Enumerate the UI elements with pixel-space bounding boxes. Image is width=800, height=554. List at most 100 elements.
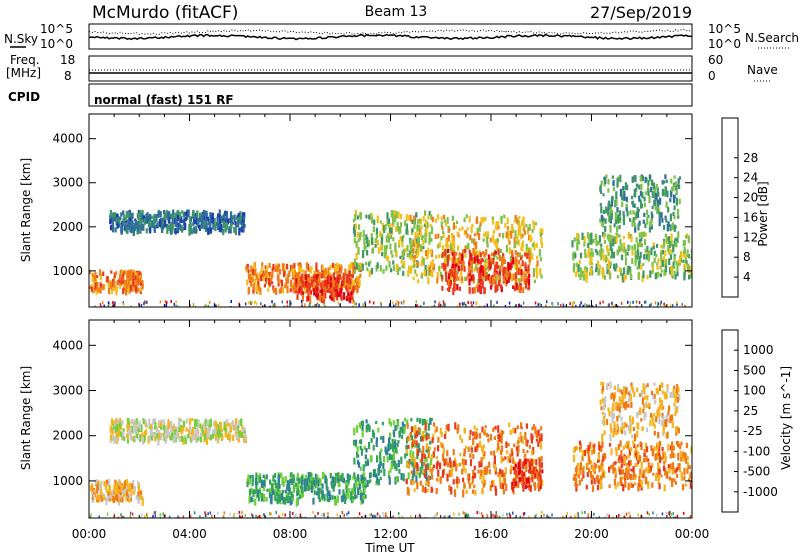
echo-cell (207, 218, 210, 226)
echo-cell (534, 222, 538, 226)
echo-cell (282, 270, 286, 278)
echo-cell (623, 454, 626, 459)
noise-sky-trace (88, 33, 693, 41)
echo-cell (671, 421, 674, 428)
echo-cell (151, 435, 154, 441)
echo-cell (659, 403, 662, 409)
echo-cell (157, 430, 160, 434)
echo-cell (587, 449, 590, 458)
echo-cell (107, 304, 109, 307)
echo-cell (645, 254, 648, 260)
echo-cell (665, 419, 668, 427)
echo-cell (655, 473, 658, 481)
echo-cell (495, 222, 498, 231)
echo-cell (398, 240, 401, 246)
echo-cell (336, 297, 339, 301)
echo-cell (470, 301, 472, 305)
echo-cell (614, 212, 617, 220)
echo-cell (506, 274, 509, 282)
echo-cell (653, 430, 656, 436)
echo-cell (498, 280, 501, 287)
echo-cell (146, 214, 149, 221)
echo-cell (284, 513, 286, 517)
echo-cell (619, 468, 622, 475)
echo-cell (422, 469, 425, 474)
echo-cell (673, 394, 676, 398)
echo-cell (645, 455, 648, 463)
echo-cell (496, 265, 500, 269)
echo-cell (101, 495, 104, 499)
echo-cell (653, 413, 656, 417)
echo-cell (370, 233, 373, 240)
echo-cell (415, 300, 417, 304)
echo-cell (647, 462, 650, 468)
echo-cell (410, 479, 413, 485)
echo-cell (495, 244, 499, 250)
echo-cell (227, 433, 230, 440)
echo-cell (671, 441, 674, 448)
echo-cell (361, 430, 364, 438)
echo-cell (194, 429, 197, 435)
echo-cell (640, 389, 643, 398)
echo-cell (280, 472, 283, 478)
echo-cell (473, 233, 476, 237)
noise-search-trace (88, 28, 693, 36)
echo-cell (353, 300, 355, 304)
echo-cell (673, 453, 676, 458)
echo-cell (668, 512, 671, 516)
echo-cell (315, 476, 318, 485)
echo-cell (619, 476, 622, 484)
echo-cell (654, 272, 657, 280)
echo-cell (468, 286, 471, 294)
echo-cell (638, 256, 641, 264)
echo-cell (150, 215, 153, 219)
echo-cell (467, 473, 470, 480)
echo-cell (145, 217, 148, 224)
echo-cell (581, 467, 584, 475)
echo-cell (269, 493, 272, 499)
echo-cell (453, 241, 456, 249)
echo-cell (496, 238, 499, 242)
echo-cell (595, 239, 598, 247)
echo-cell (538, 459, 541, 467)
echo-cell (249, 475, 252, 479)
echo-cell (524, 431, 527, 440)
echo-cell (109, 284, 112, 289)
echo-cell (249, 273, 252, 281)
echo-cell (255, 284, 258, 292)
echo-cell (676, 302, 678, 306)
echo-cell (584, 254, 587, 258)
echo-cell (214, 223, 217, 232)
echo-cell (672, 244, 675, 252)
echo-cell (324, 276, 327, 282)
echo-cell (353, 279, 356, 285)
echo-cell (371, 248, 374, 254)
echo-cell (288, 495, 291, 499)
echo-cell (237, 212, 240, 217)
echo-cell (114, 227, 117, 233)
echo-cell (657, 258, 660, 263)
echo-cell (315, 274, 318, 279)
echo-cell (336, 495, 339, 503)
echo-cell (147, 435, 150, 444)
echo-cell (557, 302, 559, 306)
echo-cell (543, 513, 545, 517)
echo-cell (527, 482, 530, 486)
echo-cell (473, 267, 476, 272)
echo-cell (646, 511, 649, 515)
echo-cell (626, 210, 629, 217)
echo-cell (656, 304, 659, 307)
echo-cell (521, 240, 524, 248)
echo-cell (506, 217, 509, 225)
echo-cell (306, 288, 309, 294)
echo-cell (651, 214, 654, 219)
echo-cell (312, 275, 315, 282)
echo-cell (365, 261, 368, 266)
echo-cell (525, 279, 528, 287)
echo-cell (268, 281, 272, 287)
y-tick-label: 4000 (52, 132, 83, 146)
echo-cell (321, 491, 324, 499)
echo-cell (375, 227, 378, 236)
echo-cell (236, 425, 239, 430)
echo-cell (214, 420, 217, 425)
